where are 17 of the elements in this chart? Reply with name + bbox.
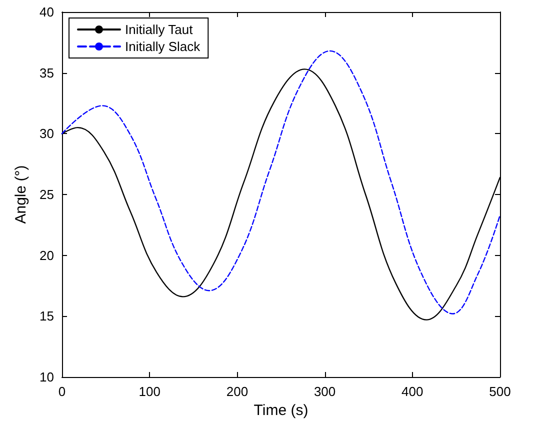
- x-tick-label: 100: [138, 384, 160, 399]
- x-tick-label: 400: [402, 384, 424, 399]
- x-tick-label: 300: [314, 384, 336, 399]
- x-tick-label: 200: [226, 384, 248, 399]
- y-tick-label: 35: [40, 65, 54, 80]
- x-axis-title: Time (s): [254, 402, 308, 419]
- y-tick-label: 15: [40, 308, 54, 324]
- y-tick-label: 40: [40, 4, 54, 20]
- y-tick-label: 20: [40, 248, 54, 263]
- x-tick-label: 500: [489, 384, 511, 399]
- y-tick-label: 25: [40, 187, 54, 202]
- legend-label: Initially Taut: [125, 22, 194, 37]
- x-tick-label: 0: [58, 384, 66, 399]
- y-axis-title: Angle (°): [12, 165, 30, 224]
- legend-label: Initially Slack: [125, 39, 201, 54]
- y-tick-label: 30: [40, 126, 54, 142]
- y-tick-label: 10: [40, 370, 54, 384]
